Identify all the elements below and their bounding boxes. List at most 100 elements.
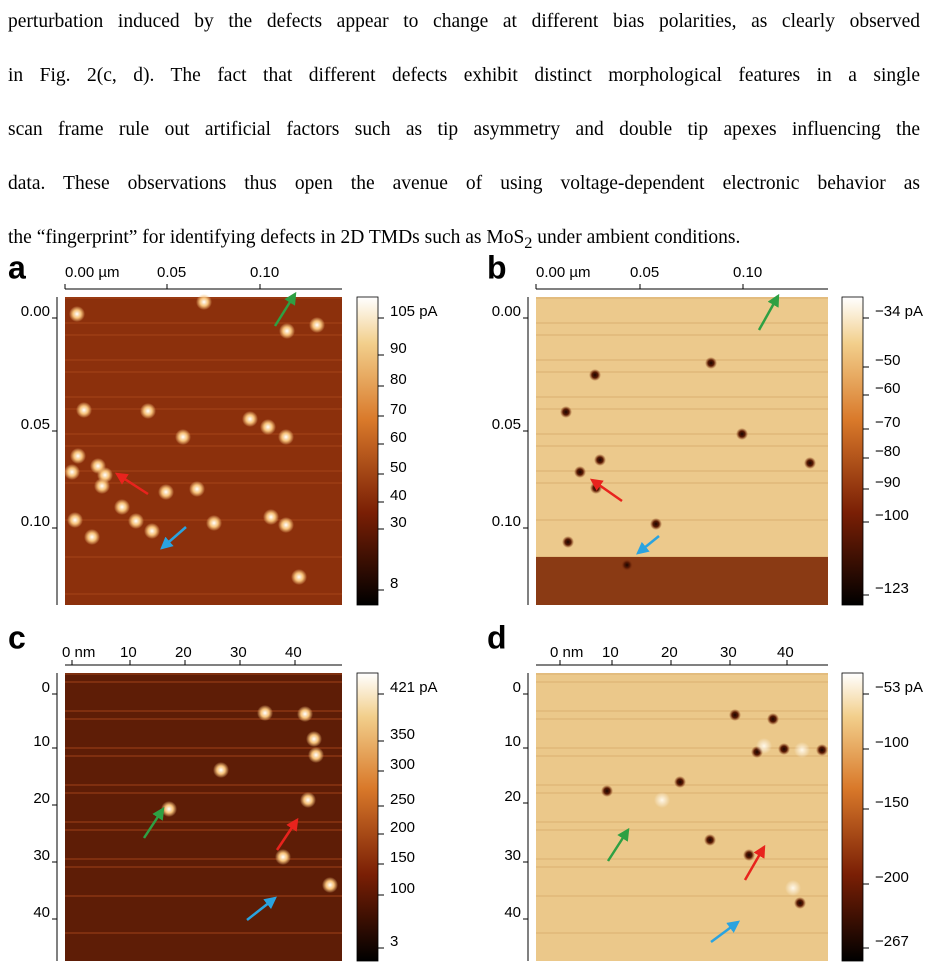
scan-streak — [65, 556, 342, 558]
defect — [278, 429, 294, 445]
colorbar-label: 80 — [390, 371, 407, 388]
scan-streak — [536, 470, 828, 472]
defect — [322, 877, 338, 893]
arrow — [246, 896, 277, 921]
scan-streak — [65, 408, 342, 410]
scan-image — [65, 297, 342, 605]
colorbar-label: −100 — [875, 734, 909, 751]
colorbar-label: −80 — [875, 443, 900, 460]
y-tick-label: 0.05 — [21, 416, 50, 433]
subscript: 2 — [524, 233, 533, 252]
defect — [67, 512, 83, 528]
colorbar-label: −123 — [875, 580, 909, 597]
x-tick-label: 0.00 µm — [536, 264, 591, 281]
defect — [94, 478, 110, 494]
colorbar-label: −90 — [875, 474, 900, 491]
defect — [589, 369, 601, 381]
colorbar-label: −53 pA — [875, 679, 923, 696]
defect — [601, 785, 613, 797]
defect — [308, 747, 324, 763]
scan-streak — [536, 821, 828, 823]
text-line: data. These observations thus open the a… — [8, 173, 920, 194]
scan-streak — [536, 829, 828, 831]
scan-streak — [65, 371, 342, 373]
x-tick-label: 0.00 µm — [65, 264, 120, 281]
arrow — [275, 817, 299, 851]
scan-streak — [536, 433, 828, 435]
defect-halo — [756, 738, 772, 754]
defect — [69, 306, 85, 322]
defect — [729, 709, 741, 721]
colorbar — [356, 296, 379, 606]
y-tick-label: 30 — [33, 847, 50, 864]
text-line: in Fig. 2(c, d). The fact that different… — [8, 65, 920, 86]
scan-streak — [536, 322, 828, 324]
arrow — [160, 526, 187, 550]
scan-streak — [536, 681, 828, 683]
defect — [621, 559, 633, 571]
arrow — [142, 806, 165, 839]
scan-image — [65, 673, 342, 961]
scan-streak — [536, 747, 828, 749]
paragraph: perturbation induced by the defects appe… — [8, 6, 920, 276]
defect — [114, 499, 130, 515]
colorbar-label: 200 — [390, 819, 415, 836]
colorbar-label: −100 — [875, 507, 909, 524]
panel-label: c — [8, 619, 26, 655]
scan-streak — [65, 932, 342, 934]
defect — [140, 403, 156, 419]
y-tick-label: 0.00 — [492, 303, 521, 320]
scan-image — [536, 673, 828, 961]
scan-streak — [65, 710, 342, 712]
scan-streak — [65, 482, 342, 484]
y-tick-label: 0 — [513, 679, 521, 696]
y-tick-label: 10 — [33, 733, 50, 750]
colorbar-label: −60 — [875, 380, 900, 397]
colorbar-label: 105 pA — [390, 303, 438, 320]
defect — [297, 706, 313, 722]
defect — [736, 428, 748, 440]
scan-streak — [536, 673, 828, 675]
defect — [704, 834, 716, 846]
defect — [189, 481, 205, 497]
scan-streak — [65, 322, 342, 324]
defect — [275, 849, 291, 865]
scan-streak — [536, 334, 828, 336]
colorbar — [841, 296, 864, 606]
arrow — [589, 478, 623, 503]
scan-streak — [65, 334, 342, 336]
colorbar-label: 30 — [390, 514, 407, 531]
defect — [778, 743, 790, 755]
text-line: perturbation induced by the defects appe… — [8, 11, 920, 32]
defect — [257, 705, 273, 721]
colorbar-label: 90 — [390, 340, 407, 357]
colorbar-label: 150 — [390, 849, 415, 866]
scan-streak — [65, 470, 342, 472]
defect-halo — [794, 742, 810, 758]
defect — [560, 406, 572, 418]
scan-streak — [65, 821, 342, 823]
defect-halo — [785, 880, 801, 896]
y-tick-label: 40 — [504, 904, 521, 921]
scan-streak — [65, 593, 342, 595]
arrow — [273, 291, 297, 327]
scan-streak — [536, 866, 828, 868]
y-tick-label: 20 — [33, 790, 50, 807]
scan-streak — [65, 747, 342, 749]
y-tick-label: 20 — [504, 788, 521, 805]
defect — [794, 897, 806, 909]
y-tick-label: 40 — [33, 904, 50, 921]
colorbar-label: 421 pA — [390, 679, 438, 696]
y-tick-label: 0.10 — [492, 513, 521, 530]
defect — [128, 513, 144, 529]
scan-streak — [65, 858, 342, 860]
defect — [64, 464, 80, 480]
defect — [705, 357, 717, 369]
scan-streak — [65, 519, 342, 521]
defect — [70, 448, 86, 464]
scan-image — [536, 297, 828, 605]
defect — [84, 529, 100, 545]
y-tick-label: 10 — [504, 733, 521, 750]
defect — [242, 411, 258, 427]
